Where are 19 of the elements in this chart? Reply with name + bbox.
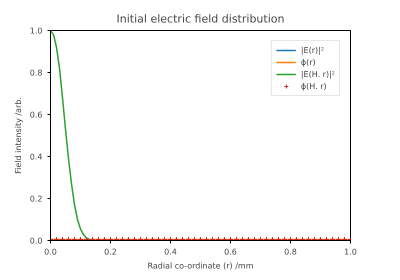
- y-tick-label: 0.0: [30, 236, 43, 246]
- y-tick-label: 0.6: [30, 110, 43, 120]
- y-tick-label: 1.0: [30, 26, 43, 36]
- legend-label: |E(H. r)|²: [300, 70, 335, 78]
- x-tick-label: 0.0: [44, 248, 57, 256]
- y-tick-label: 0.2: [30, 194, 43, 204]
- x-tick-label: 0.6: [224, 248, 237, 256]
- x-axis-title: Radial co-ordinate (r) /mm: [148, 262, 254, 270]
- x-tick-label: 0.2: [104, 248, 117, 256]
- legend-label: ϕ(H. r): [300, 82, 327, 90]
- x-tick-label: 0.4: [164, 248, 177, 256]
- y-tick-label: 0.8: [30, 68, 43, 78]
- legend-label: ϕ(r): [300, 58, 317, 66]
- x-tick-label: 0.8: [284, 248, 297, 256]
- x-tick-label: 1.0: [344, 248, 357, 256]
- y-axis-title: Field intensity /arb.: [14, 97, 23, 174]
- legend-label: |E(r)|²: [300, 46, 324, 54]
- y-tick-label: 0.4: [30, 152, 43, 162]
- chart-title: Initial electric field distribution: [116, 12, 284, 26]
